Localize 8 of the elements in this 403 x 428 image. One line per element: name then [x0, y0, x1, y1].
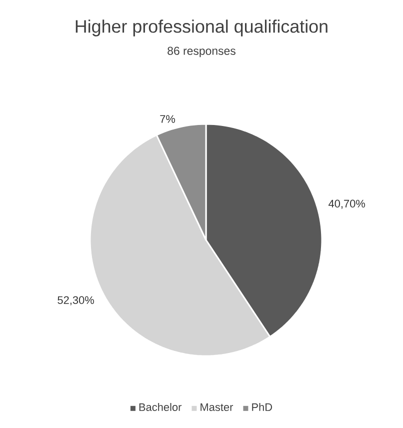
- data-label: 40,70%: [328, 200, 366, 209]
- data-label: 7%: [160, 115, 176, 123]
- data-label: 52,30%: [58, 296, 94, 306]
- legend-label: Master: [200, 403, 234, 412]
- legend-label: Bachelor: [139, 402, 182, 412]
- chart-title: Higher professional qualification: [76, 20, 328, 36]
- legend-label: PhD: [252, 402, 272, 411]
- chart-subtitle: 86 responses: [168, 46, 236, 58]
